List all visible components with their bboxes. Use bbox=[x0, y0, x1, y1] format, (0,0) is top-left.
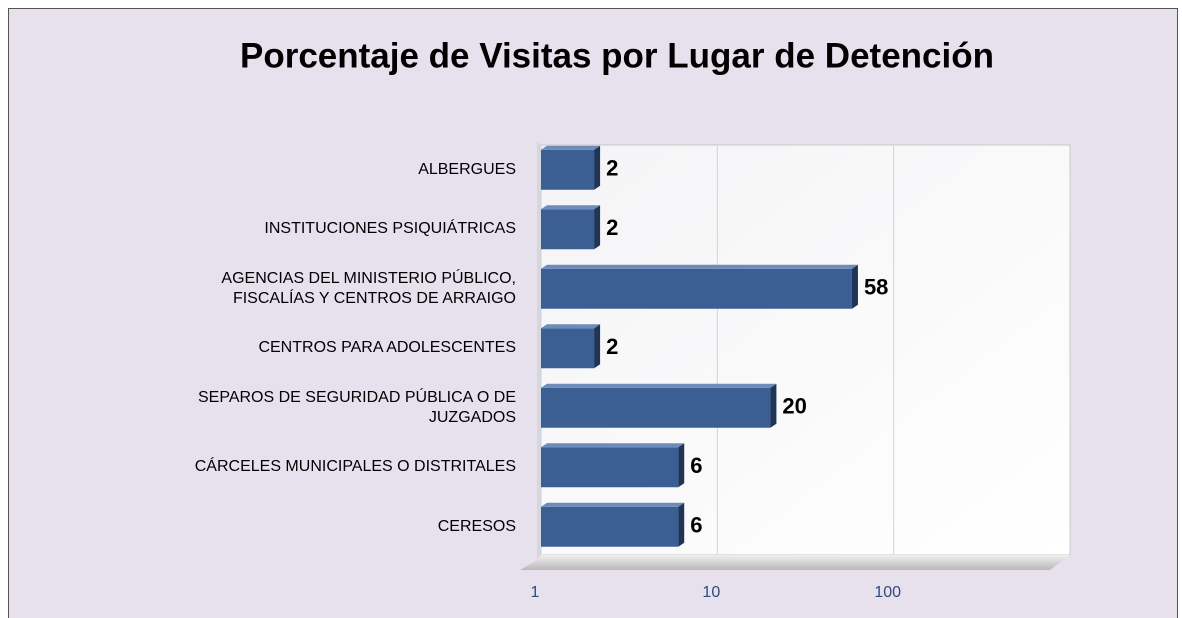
bar-top bbox=[541, 502, 685, 507]
bar-end bbox=[594, 324, 601, 369]
floor bbox=[520, 555, 1070, 570]
back-wall bbox=[540, 144, 1071, 556]
bar bbox=[541, 268, 852, 309]
bar bbox=[541, 506, 679, 547]
bar-top bbox=[541, 324, 601, 329]
x-tick-label: 10 bbox=[702, 584, 720, 601]
bar-end bbox=[851, 264, 858, 309]
bar-top bbox=[541, 205, 601, 210]
x-tick-label: 1 bbox=[531, 584, 540, 601]
value-label: 2 bbox=[606, 215, 618, 240]
value-label: 2 bbox=[606, 334, 618, 359]
value-label: 6 bbox=[690, 513, 702, 538]
value-label: 6 bbox=[690, 453, 702, 478]
category-label: CÁRCELES MUNICIPALES O DISTRITALES bbox=[194, 458, 516, 476]
bar-end bbox=[678, 443, 685, 488]
bar-top bbox=[541, 264, 858, 269]
category-label: SEPAROS DE SEGURIDAD PÚBLICA O DE JUZGAD… bbox=[197, 388, 516, 426]
bar-end bbox=[594, 145, 601, 190]
bar-top bbox=[541, 145, 601, 150]
bar-end bbox=[678, 502, 685, 547]
value-label: 2 bbox=[606, 156, 618, 181]
side-wall bbox=[537, 141, 541, 560]
bar-top bbox=[541, 443, 685, 448]
bar-end bbox=[770, 383, 777, 428]
bar bbox=[541, 447, 679, 488]
bar bbox=[541, 387, 771, 428]
category-label: CENTROS PARA ADOLESCENTES bbox=[258, 339, 516, 357]
category-label: CERESOS bbox=[437, 517, 516, 535]
bar-end bbox=[594, 205, 601, 250]
bar bbox=[541, 328, 595, 369]
value-label: 58 bbox=[864, 275, 888, 300]
category-label: AGENCIAS DEL MINISTERIO PÚBLICO, FISCALÍ… bbox=[221, 269, 516, 307]
category-label: ALBERGUES bbox=[418, 160, 516, 178]
value-label: 20 bbox=[782, 394, 806, 419]
bar bbox=[541, 209, 595, 250]
x-tick-label: 100 bbox=[874, 584, 901, 601]
bar-top bbox=[541, 383, 777, 388]
category-label: INSTITUCIONES PSIQUIÁTRICAS bbox=[264, 220, 516, 238]
chart-title: Porcentaje de Visitas por Lugar de Deten… bbox=[240, 36, 994, 75]
bar bbox=[541, 149, 595, 190]
